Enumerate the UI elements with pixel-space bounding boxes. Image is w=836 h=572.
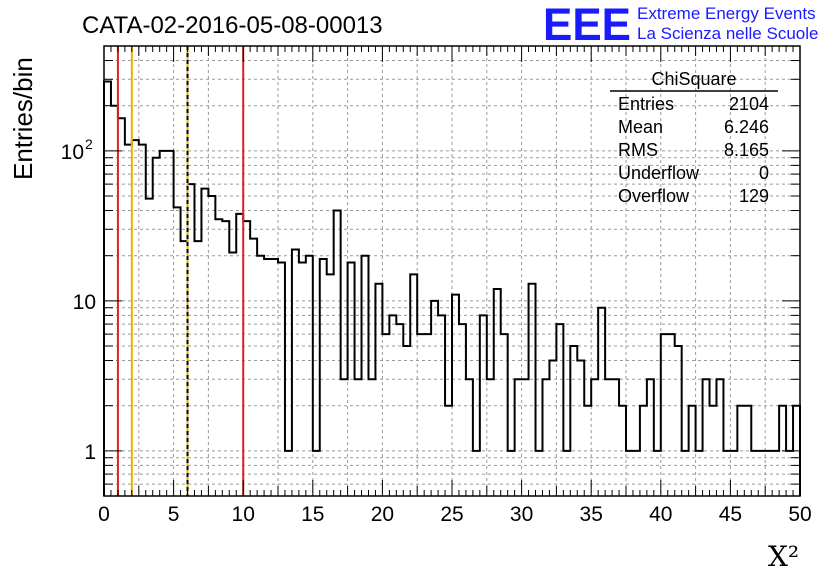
logo-line-1: Extreme Energy Events	[637, 4, 816, 23]
x-tick-label: 35	[580, 503, 603, 526]
stats-label: Mean	[618, 117, 663, 137]
y-tick-label-exponent: 2	[85, 136, 93, 152]
y-tick-label: 10	[73, 291, 96, 314]
x-tick-label: 0	[98, 503, 110, 526]
stats-value: 129	[739, 186, 769, 206]
stats-value: 0	[759, 163, 769, 183]
reference-lines	[116, 46, 245, 496]
histogram-bins	[103, 80, 801, 496]
x-axis-label: X²	[768, 540, 799, 572]
stats-label: Overflow	[618, 186, 690, 206]
x-tick-label: 15	[301, 503, 324, 526]
y-tick-label: 1	[84, 441, 96, 464]
stats-title: ChiSquare	[651, 69, 736, 89]
stats-box: ChiSquare Entries 2104 Mean 6.246 RMS 8.165 Un…	[610, 69, 778, 206]
x-tick-label: 30	[510, 503, 533, 526]
x-tick-label: 20	[371, 503, 394, 526]
eee-logo: EEE Extreme Energy Events La Scienza nel…	[543, 0, 818, 50]
logo-line-2: La Scienza nelle Scuole	[637, 24, 818, 43]
stats-label: RMS	[618, 140, 658, 160]
stats-label: Underflow	[618, 163, 700, 183]
x-tick-labels: 0 5 10 15 20 25 30 35 40 45 50	[98, 503, 812, 526]
x-tick-label: 10	[232, 503, 255, 526]
y-tick-label: 10	[61, 141, 84, 164]
stats-value: 8.165	[724, 140, 769, 160]
logo-mark: EEE	[543, 0, 631, 50]
stats-rows: Entries 2104 Mean 6.246 RMS 8.165 Underflow 0 Ov…	[618, 94, 769, 206]
x-tick-label: 50	[788, 503, 811, 526]
axes	[103, 45, 801, 497]
x-tick-label: 25	[440, 503, 463, 526]
stats-label: Entries	[618, 94, 674, 114]
x-tick-label: 45	[719, 503, 742, 526]
chart-title: CATA-02-2016-05-08-00013	[82, 12, 383, 39]
histogram-outline	[103, 80, 801, 496]
x-tick-label: 5	[168, 503, 180, 526]
stats-value: 6.246	[724, 117, 769, 137]
stats-value: 2104	[729, 94, 769, 114]
x-tick-label: 40	[649, 503, 672, 526]
y-axis-label: Entries/bin	[8, 57, 38, 180]
